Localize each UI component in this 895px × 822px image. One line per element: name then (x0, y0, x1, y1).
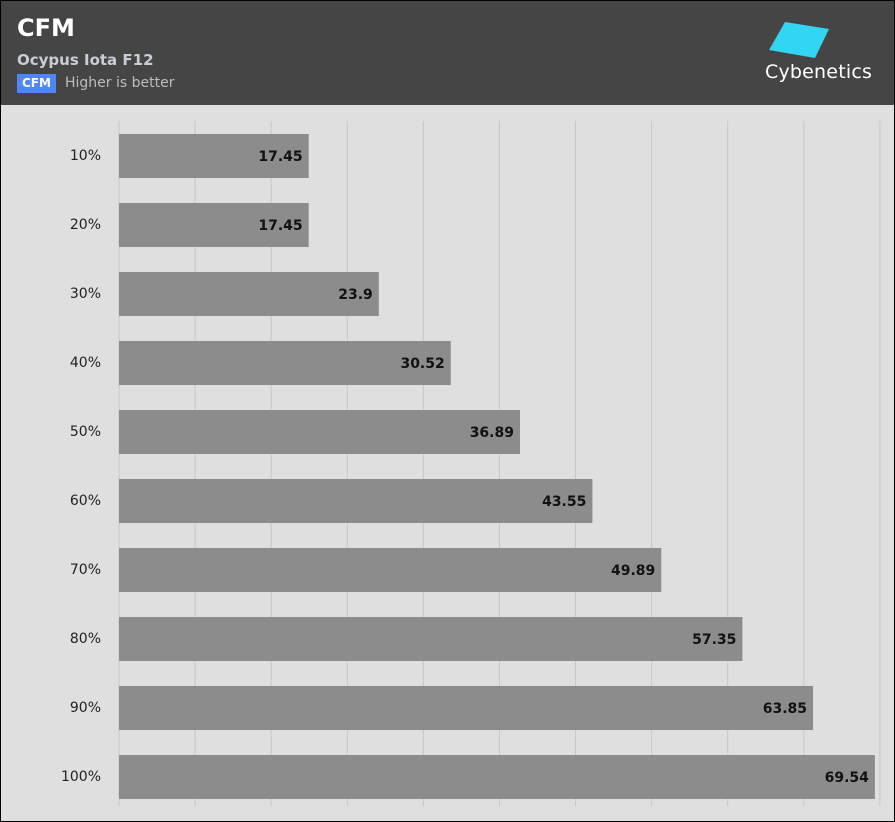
higher-is-better-note: Higher is better (65, 75, 175, 91)
category-label: 90% (70, 700, 101, 716)
category-label: 60% (70, 493, 101, 509)
category-label: 10% (70, 148, 101, 164)
category-label: 20% (70, 217, 101, 233)
metric-badge: CFM (17, 74, 56, 93)
value-label: 23.9 (338, 287, 373, 303)
bar (119, 617, 743, 661)
value-label: 36.89 (470, 425, 514, 441)
category-label: 100% (61, 769, 101, 785)
bar-chart: 10%20%30%40%50%60%70%80%90%100% 17.4517.… (61, 121, 881, 806)
value-label: 43.55 (542, 494, 586, 510)
category-label: 70% (70, 562, 101, 578)
bar (119, 272, 379, 316)
logo-diamond-shape (769, 22, 829, 58)
chart-title: CFM (17, 14, 75, 42)
chart-subtitle: Ocypus Iota F12 (17, 51, 154, 69)
bar (119, 686, 814, 730)
value-label: 49.89 (611, 563, 655, 579)
bar (119, 548, 662, 592)
cybenetics-logo-icon (769, 22, 829, 58)
value-label: 57.35 (692, 632, 736, 648)
bars (119, 134, 875, 799)
category-label: 40% (70, 355, 101, 371)
cybenetics-logo-text: Cybenetics (765, 61, 873, 83)
value-label: 17.45 (258, 218, 302, 234)
category-label: 80% (70, 631, 101, 647)
bar (119, 341, 451, 385)
category-label: 50% (70, 424, 101, 440)
bar (119, 410, 520, 454)
bar (119, 755, 875, 799)
bar (119, 134, 309, 178)
value-label: 63.85 (763, 701, 807, 717)
value-label: 69.54 (825, 770, 870, 786)
value-label: 17.45 (258, 149, 302, 165)
chart-header: CFM Ocypus Iota F12 CFM Higher is better… (1, 1, 894, 105)
bar (119, 203, 309, 247)
value-labels: 17.45 17.45 23.9 30.52 36.89 43.55 49.89 57.35 6… (258, 149, 869, 786)
category-label: 30% (70, 286, 101, 302)
category-labels: 10% 20% 30% 40% 50% 60% 70% 80% 90% 100% (61, 148, 101, 785)
value-label: 30.52 (400, 356, 444, 372)
bar (119, 479, 593, 523)
